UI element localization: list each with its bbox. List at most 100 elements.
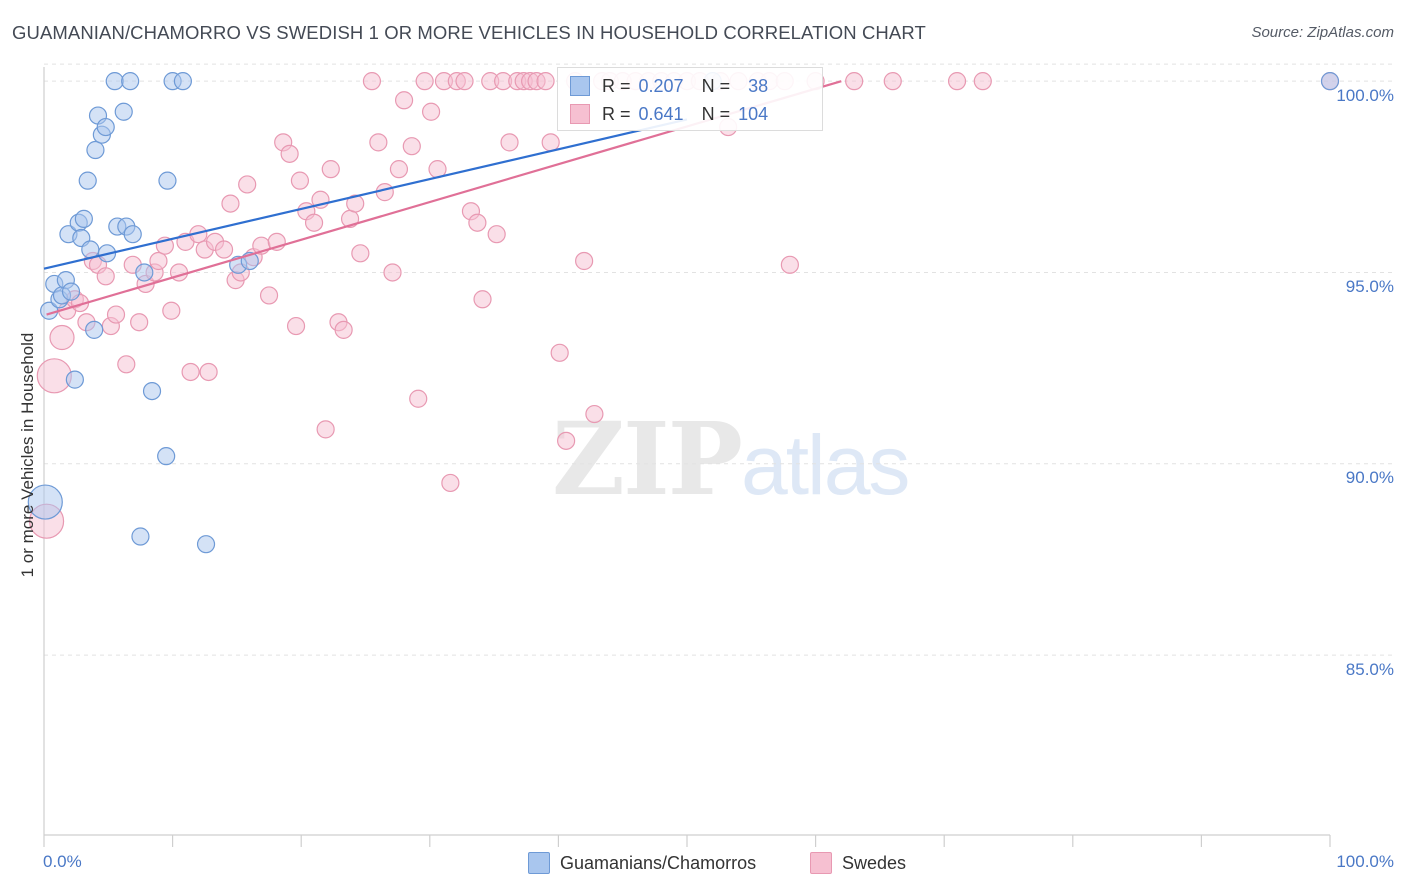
swede-point (214, 240, 234, 259)
guamanian-point (74, 209, 93, 228)
guamanian-point (158, 171, 177, 190)
swede-point (536, 72, 555, 91)
swede-point (421, 102, 441, 121)
guamanian-point (86, 140, 105, 160)
guamanian-point (65, 370, 84, 389)
series-legend: Guamanians/Chamorros Swedes (0, 852, 1406, 878)
guamanian-point (196, 535, 216, 554)
guamanian-point (173, 72, 192, 91)
x-tick-max: 100.0% (1336, 852, 1394, 871)
guamanian-point (85, 320, 104, 339)
swede-point (883, 72, 902, 91)
swede-point (947, 72, 967, 91)
watermark: ZIPatlas (552, 400, 910, 518)
swede-point (394, 91, 414, 110)
swede-point (585, 404, 604, 424)
swede-point (362, 72, 382, 91)
swede-point (36, 358, 72, 394)
swede-point (130, 313, 149, 332)
swede-point (369, 133, 388, 152)
swede-point (409, 389, 428, 408)
swede-point (973, 72, 992, 91)
swede-point (280, 144, 299, 163)
swede-point (402, 137, 421, 156)
legend-label-guamanians: Guamanians/Chamorros (560, 852, 757, 873)
legend-item-guamanians[interactable]: Guamanians/Chamorros (528, 852, 756, 874)
swede-point (550, 343, 569, 362)
legend-r-value: 0.207 (638, 75, 684, 96)
swede-point (334, 320, 353, 339)
legend-row-swedes: R = 0.641 N = 104 (570, 101, 768, 127)
swede-point (541, 133, 560, 152)
swede-point (473, 290, 492, 309)
swede-point (346, 194, 365, 213)
swede-point (845, 72, 864, 91)
legend-row-guamanian: R = 0.207 N = 38 (570, 73, 768, 99)
swede-point (199, 362, 218, 382)
y-tick-label-90: 90.0% (1345, 468, 1394, 487)
legend-r-value: 0.641 (638, 103, 684, 124)
guamanian-point (135, 263, 154, 282)
legend-swatch-blue (528, 852, 550, 874)
swede-point (106, 305, 126, 324)
guamanian-point (142, 381, 162, 401)
y-tick-label-95: 95.0% (1345, 277, 1394, 296)
legend-r-label: R = (602, 103, 631, 124)
watermark-zip: ZIP (552, 400, 743, 518)
swede-point (468, 213, 487, 232)
swede-point (304, 213, 324, 232)
legend-label-swedes: Swedes (842, 852, 907, 873)
legend-r-label: R = (602, 75, 631, 96)
watermark-atlas: atlas (740, 418, 910, 512)
swede-point (557, 431, 576, 450)
swede-point (487, 225, 506, 244)
swede-point (321, 160, 340, 179)
swede-point (149, 251, 168, 271)
swede-point (96, 267, 115, 286)
swede-point (455, 72, 474, 91)
guamanian-point (27, 484, 63, 520)
stats-legend: R = 0.207 N = 38 R = 0.641 N = 104 (557, 67, 823, 131)
guamanian-point (114, 102, 133, 121)
guamanian-point (157, 447, 176, 466)
legend-item-swedes[interactable]: Swedes (810, 852, 906, 874)
legend-n-value: 38 (748, 75, 769, 96)
swede-point (500, 133, 519, 152)
guamanian-point (105, 72, 124, 91)
swede-point (290, 171, 310, 190)
swede-point (221, 194, 240, 213)
swede-point (181, 362, 200, 382)
guamanian-point (121, 72, 140, 91)
legend-n-label: N = (701, 103, 731, 124)
x-tick-min: 0.0% (43, 852, 82, 871)
legend-swatch-pink (570, 104, 590, 124)
swede-point (415, 72, 434, 91)
guamanian-point (96, 117, 115, 137)
guamanian-trend-line (43, 118, 688, 270)
guamanian-point (123, 225, 142, 244)
swede-point (259, 286, 279, 305)
legend-swatch-blue (570, 76, 590, 96)
y-axis-label: 1 or more Vehicles in Household (18, 332, 37, 578)
legend-n-label: N = (701, 75, 731, 96)
guamanian-point (78, 171, 97, 190)
swede-point (575, 251, 594, 271)
swede-point (383, 263, 402, 282)
y-tick-label-85: 85.0% (1345, 660, 1394, 679)
swede-point (162, 301, 181, 320)
guamanian-point (61, 282, 81, 301)
swede-point (49, 324, 75, 351)
swede-point (316, 420, 335, 439)
guamanian-point (1320, 72, 1340, 91)
swede-point (375, 183, 394, 202)
source-credit: Source: ZipAtlas.com (1251, 24, 1394, 41)
swede-point (117, 355, 136, 374)
chart-title: GUAMANIAN/CHAMORRO VS SWEDISH 1 OR MORE … (12, 22, 926, 43)
legend-swatch-pink (810, 852, 832, 874)
swede-point (238, 175, 257, 194)
swede-point (351, 244, 370, 263)
swede-point (441, 473, 460, 493)
swede-point (286, 316, 306, 336)
swede-point (780, 255, 799, 274)
